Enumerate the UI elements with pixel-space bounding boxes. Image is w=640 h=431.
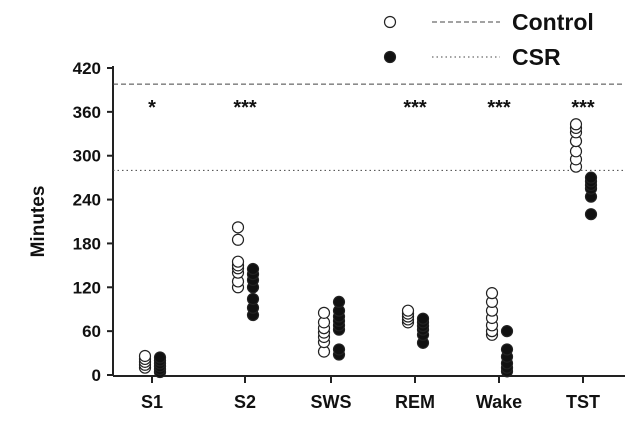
significance-marker: *** (403, 97, 427, 119)
data-point-csr (332, 295, 346, 309)
y-tick-label: 360 (73, 103, 101, 122)
significance-marker: *** (233, 97, 257, 119)
data-point-control (569, 118, 583, 131)
significance-marker: *** (571, 97, 595, 119)
y-tick-label: 300 (73, 147, 101, 166)
legend-label-control: Control (512, 9, 594, 35)
data-point-csr (416, 312, 430, 325)
data-point-control (485, 287, 499, 300)
y-tick-label: 60 (82, 322, 101, 341)
data-point-csr (246, 292, 260, 306)
data-point-csr (584, 208, 598, 221)
x-tick-label: TST (566, 392, 600, 412)
data-point-control (231, 255, 245, 268)
data-point-csr (246, 262, 260, 276)
data-point-control (231, 221, 245, 234)
legend-marker-control (383, 15, 397, 29)
y-tick-label: 240 (73, 191, 101, 210)
data-point-control (138, 349, 152, 363)
y-tick-label: 420 (73, 59, 101, 78)
data-point-control (231, 233, 245, 246)
x-tick-label: Wake (476, 392, 522, 412)
y-tick-label: 120 (73, 278, 101, 297)
x-tick-label: S1 (141, 392, 163, 412)
data-point-csr (332, 343, 346, 356)
data-point-control (317, 306, 331, 319)
significance-marker: * (148, 97, 156, 119)
significance-marker: *** (487, 97, 511, 119)
x-tick-label: S2 (234, 392, 256, 412)
data-point-control (569, 145, 583, 158)
x-tick-label: REM (395, 392, 435, 412)
data-point-csr (500, 325, 514, 338)
legend-label-csr: CSR (512, 44, 561, 70)
y-tick-label: 180 (73, 234, 101, 253)
data-point-csr (584, 171, 598, 184)
y-tick-label: 0 (92, 366, 101, 385)
x-tick-label: SWS (310, 392, 351, 412)
data-point-csr (153, 351, 167, 364)
data-point-control (401, 304, 415, 317)
y-axis-label: Minutes (28, 186, 49, 258)
data-point-csr (500, 343, 514, 356)
legend-marker-csr (383, 50, 397, 64)
